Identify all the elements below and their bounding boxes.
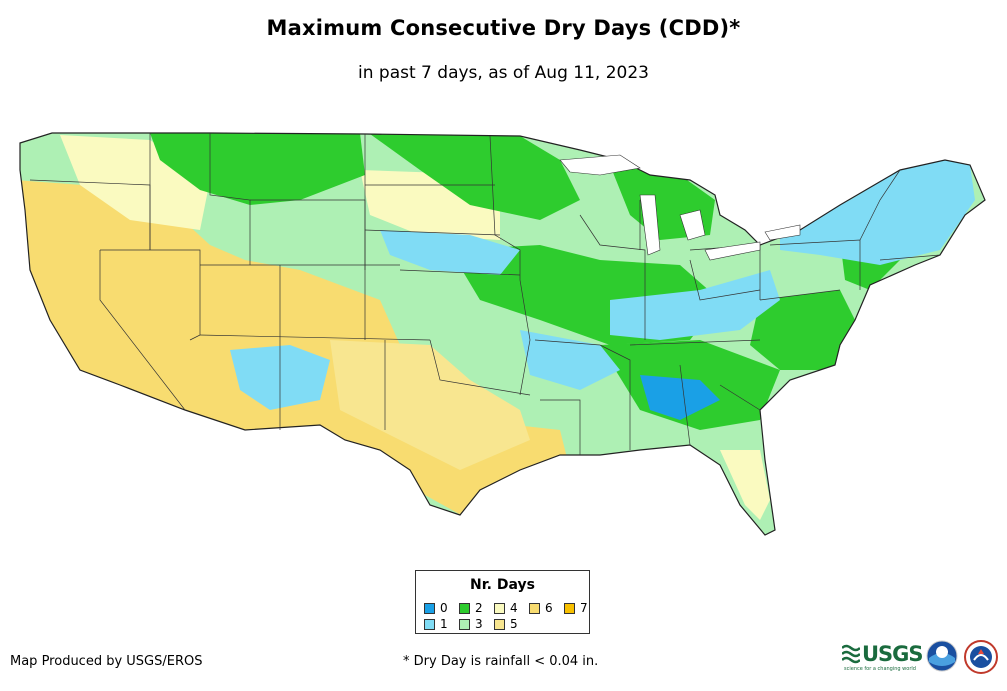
legend-item-5: 5 — [494, 618, 518, 631]
usgs-tagline: science for a changing world — [844, 666, 916, 672]
legend-swatch — [494, 603, 505, 614]
great-lakes — [559, 154, 801, 261]
producer-credit: Map Produced by USGS/EROS — [10, 654, 203, 669]
legend-item-6: 6 — [529, 602, 553, 615]
zone-plains-1-day — [380, 230, 520, 275]
zone-midatlantic-2-days — [750, 290, 860, 370]
zone-florida-4-days — [720, 450, 770, 520]
zone-alabama-0-days — [640, 375, 720, 420]
map-title: Maximum Consecutive Dry Days (CDD)* — [266, 16, 741, 40]
footnote: * Dry Day is rainfall < 0.04 in. — [403, 654, 599, 669]
zone-mn-2-days — [370, 134, 580, 220]
legend-item-1: 1 — [424, 618, 448, 631]
agency-logos: USGS science for a changing world — [842, 638, 1002, 678]
legend-swatch — [459, 603, 470, 614]
zone-north-2-days — [150, 133, 365, 205]
legend-item-7: 7 — [564, 602, 588, 615]
legend-item-3: 3 — [459, 618, 483, 631]
zone-mid-south-1-day — [520, 330, 620, 390]
legend-swatch — [494, 619, 505, 630]
zone-texas-5-days — [330, 340, 530, 470]
usgs-logo: USGS — [862, 642, 924, 666]
legend: Nr. Days 0 1 2 3 4 5 6 7 — [415, 570, 590, 634]
nws-logo-icon — [964, 640, 998, 674]
conus-outline — [19, 132, 986, 536]
noaa-logo-icon — [926, 640, 958, 672]
legend-swatch — [529, 603, 540, 614]
cdd-zones — [20, 133, 985, 535]
map-subtitle: in past 7 days, as of Aug 11, 2023 — [358, 63, 649, 83]
zone-northeast-1-day — [780, 160, 975, 265]
legend-swatch — [564, 603, 575, 614]
legend-swatch — [424, 619, 435, 630]
legend-item-4: 4 — [494, 602, 518, 615]
legend-item-2: 2 — [459, 602, 483, 615]
usgs-wave-icon — [842, 644, 860, 664]
state-borders — [29, 133, 941, 455]
cdd-map — [19, 132, 986, 536]
legend-swatch — [459, 619, 470, 630]
zone-ohio-valley-1-day — [610, 270, 780, 340]
legend-title: Nr. Days — [470, 577, 535, 593]
legend-item-0: 0 — [424, 602, 448, 615]
legend-swatch — [424, 603, 435, 614]
